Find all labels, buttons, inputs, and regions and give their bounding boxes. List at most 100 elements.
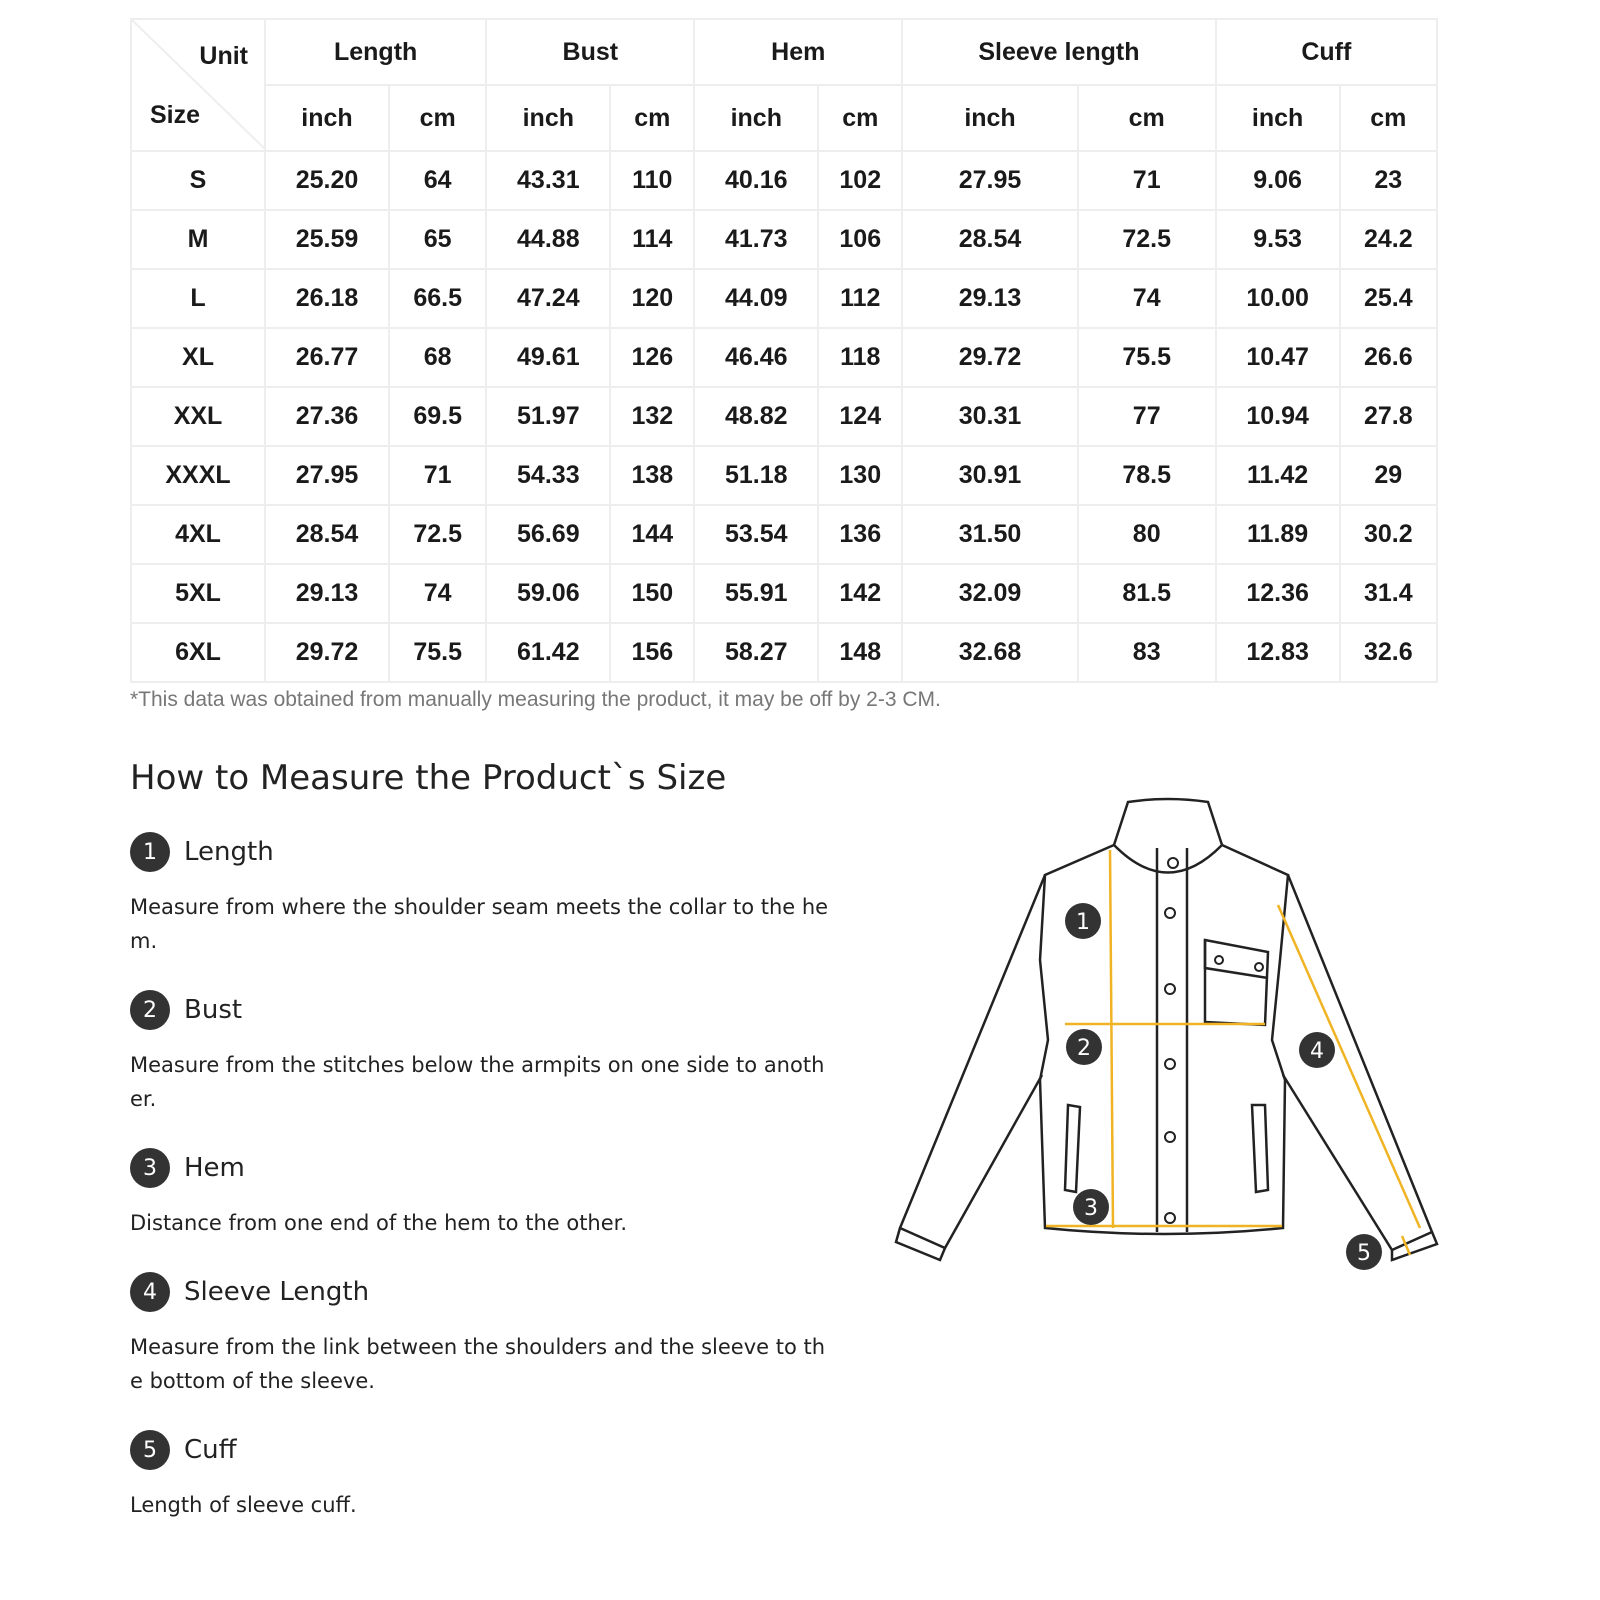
value-cell: 12.36 [1214,563,1341,624]
value-cell: 136 [817,504,904,565]
header-hem: Hem [693,18,904,86]
value-cell: 74 [1076,268,1217,329]
value-cell: 10.47 [1214,327,1341,388]
value-cell: 112 [817,268,904,329]
guide-item-description: Distance from one end of the hem to the … [130,1211,628,1235]
value-cell: 59.06 [485,563,612,624]
table-row: 5XL 29.13 74 59.06 150 55.91 142 32.09 81.5 12.36… [130,563,1439,624]
value-cell: 124 [817,386,904,447]
value-cell: 53.54 [693,504,820,565]
value-cell: 27.95 [264,445,390,506]
header-length: Length [263,18,488,86]
header-bust: Bust [485,18,696,86]
unit-header-inch: inch [264,84,390,152]
value-cell: 43.31 [485,150,612,211]
guide-title: How to Measure the Product`s Size [130,758,727,798]
guide-item: 1 Length Measure from where the shoulder s… [130,832,850,958]
guide-item-description: Length of sleeve cuff. [130,1493,357,1517]
size-cell: M [130,209,266,270]
measure-lines [1046,849,1422,1256]
value-cell: 58.27 [693,622,820,683]
value-cell: 30.31 [901,386,1079,447]
marker-3: 3 [1084,1196,1098,1221]
value-cell: 75.5 [387,622,488,683]
value-cell: 46.46 [693,327,820,388]
value-cell: 29 [1338,445,1439,506]
value-cell: 48.82 [693,386,820,447]
measurement-note: *This data was obtained from manually me… [130,688,941,711]
jacket-diagram: 1 2 3 4 5 [894,797,1439,1270]
value-cell: 114 [609,209,696,270]
size-label: Size [150,101,201,129]
value-cell: 44.88 [485,209,612,270]
value-cell: 41.73 [693,209,820,270]
marker-1: 1 [1076,910,1090,935]
value-cell: 27.8 [1338,386,1439,447]
guide-item-description: Measure from where the shoulder seam mee… [130,895,829,953]
value-cell: 24.2 [1338,209,1439,270]
value-cell: 72.5 [387,504,488,565]
value-cell: 47.24 [485,268,612,329]
value-cell: 29.72 [901,327,1079,388]
size-cell: XXL [130,386,266,447]
value-cell: 26.18 [264,268,390,329]
size-cell: 6XL [130,622,266,683]
marker-5: 5 [1357,1241,1371,1266]
table-row: L 26.18 66.5 47.24 120 44.09 112 29.13 74 10.00 25… [130,268,1439,329]
guide-item: 5 Cuff Length of sleeve cuff. [130,1430,850,1522]
unit-label: Unit [199,42,248,70]
unit-header-cm: cm [1338,84,1439,152]
unit-header-cm: cm [609,84,696,152]
value-cell: 25.20 [264,150,390,211]
size-cell: 5XL [130,563,266,624]
guide-item-title: Sleeve Length [184,1277,370,1307]
value-cell: 61.42 [485,622,612,683]
value-cell: 156 [609,622,696,683]
guide-item-description: Measure from the link between the should… [130,1335,826,1393]
value-cell: 49.61 [485,327,612,388]
value-cell: 25.4 [1338,268,1439,329]
value-cell: 120 [609,268,696,329]
value-cell: 56.69 [485,504,612,565]
unit-size-corner: Unit Size [130,18,266,152]
value-cell: 51.18 [693,445,820,506]
value-cell: 9.06 [1214,150,1341,211]
guide-item-title: Length [184,837,274,867]
value-cell: 132 [609,386,696,447]
guide-item-title: Hem [184,1153,245,1183]
unit-header-inch: inch [485,84,612,152]
unit-header-inch: inch [1214,84,1341,152]
table-row: 4XL 28.54 72.5 56.69 144 53.54 136 31.50 80 11.89… [130,504,1439,565]
guide-item-title: Cuff [184,1435,237,1465]
table-row: XXL 27.36 69.5 51.97 132 48.82 124 30.31 77 10.94… [130,386,1439,447]
value-cell: 64 [387,150,488,211]
value-cell: 142 [817,563,904,624]
value-cell: 10.00 [1214,268,1341,329]
value-cell: 51.97 [485,386,612,447]
unit-header-cm: cm [817,84,904,152]
value-cell: 31.4 [1338,563,1439,624]
table-row: S 25.20 64 43.31 110 40.16 102 27.95 71 9.06 23 [130,150,1439,211]
size-chart-table: Unit Size Length Bust Hem Sleeve length … [130,18,1439,683]
value-cell: 110 [609,150,696,211]
number-badge-icon: 5 [130,1430,170,1470]
value-cell: 65 [387,209,488,270]
value-cell: 30.2 [1338,504,1439,565]
value-cell: 78.5 [1076,445,1217,506]
guide-item: 2 Bust Measure from the stitches below the… [130,990,850,1116]
value-cell: 77 [1076,386,1217,447]
value-cell: 83 [1076,622,1217,683]
value-cell: 150 [609,563,696,624]
value-cell: 80 [1076,504,1217,565]
guide-item: 3 Hem Distance from one end of the hem to … [130,1148,850,1240]
table-row: XXXL 27.95 71 54.33 138 51.18 130 30.91 78.5 11.4… [130,445,1439,506]
unit-header-inch: inch [693,84,820,152]
value-cell: 32.6 [1338,622,1439,683]
value-cell: 106 [817,209,904,270]
value-cell: 32.68 [901,622,1079,683]
value-cell: 54.33 [485,445,612,506]
value-cell: 28.54 [901,209,1079,270]
value-cell: 26.6 [1338,327,1439,388]
value-cell: 74 [387,563,488,624]
size-cell: XL [130,327,266,388]
